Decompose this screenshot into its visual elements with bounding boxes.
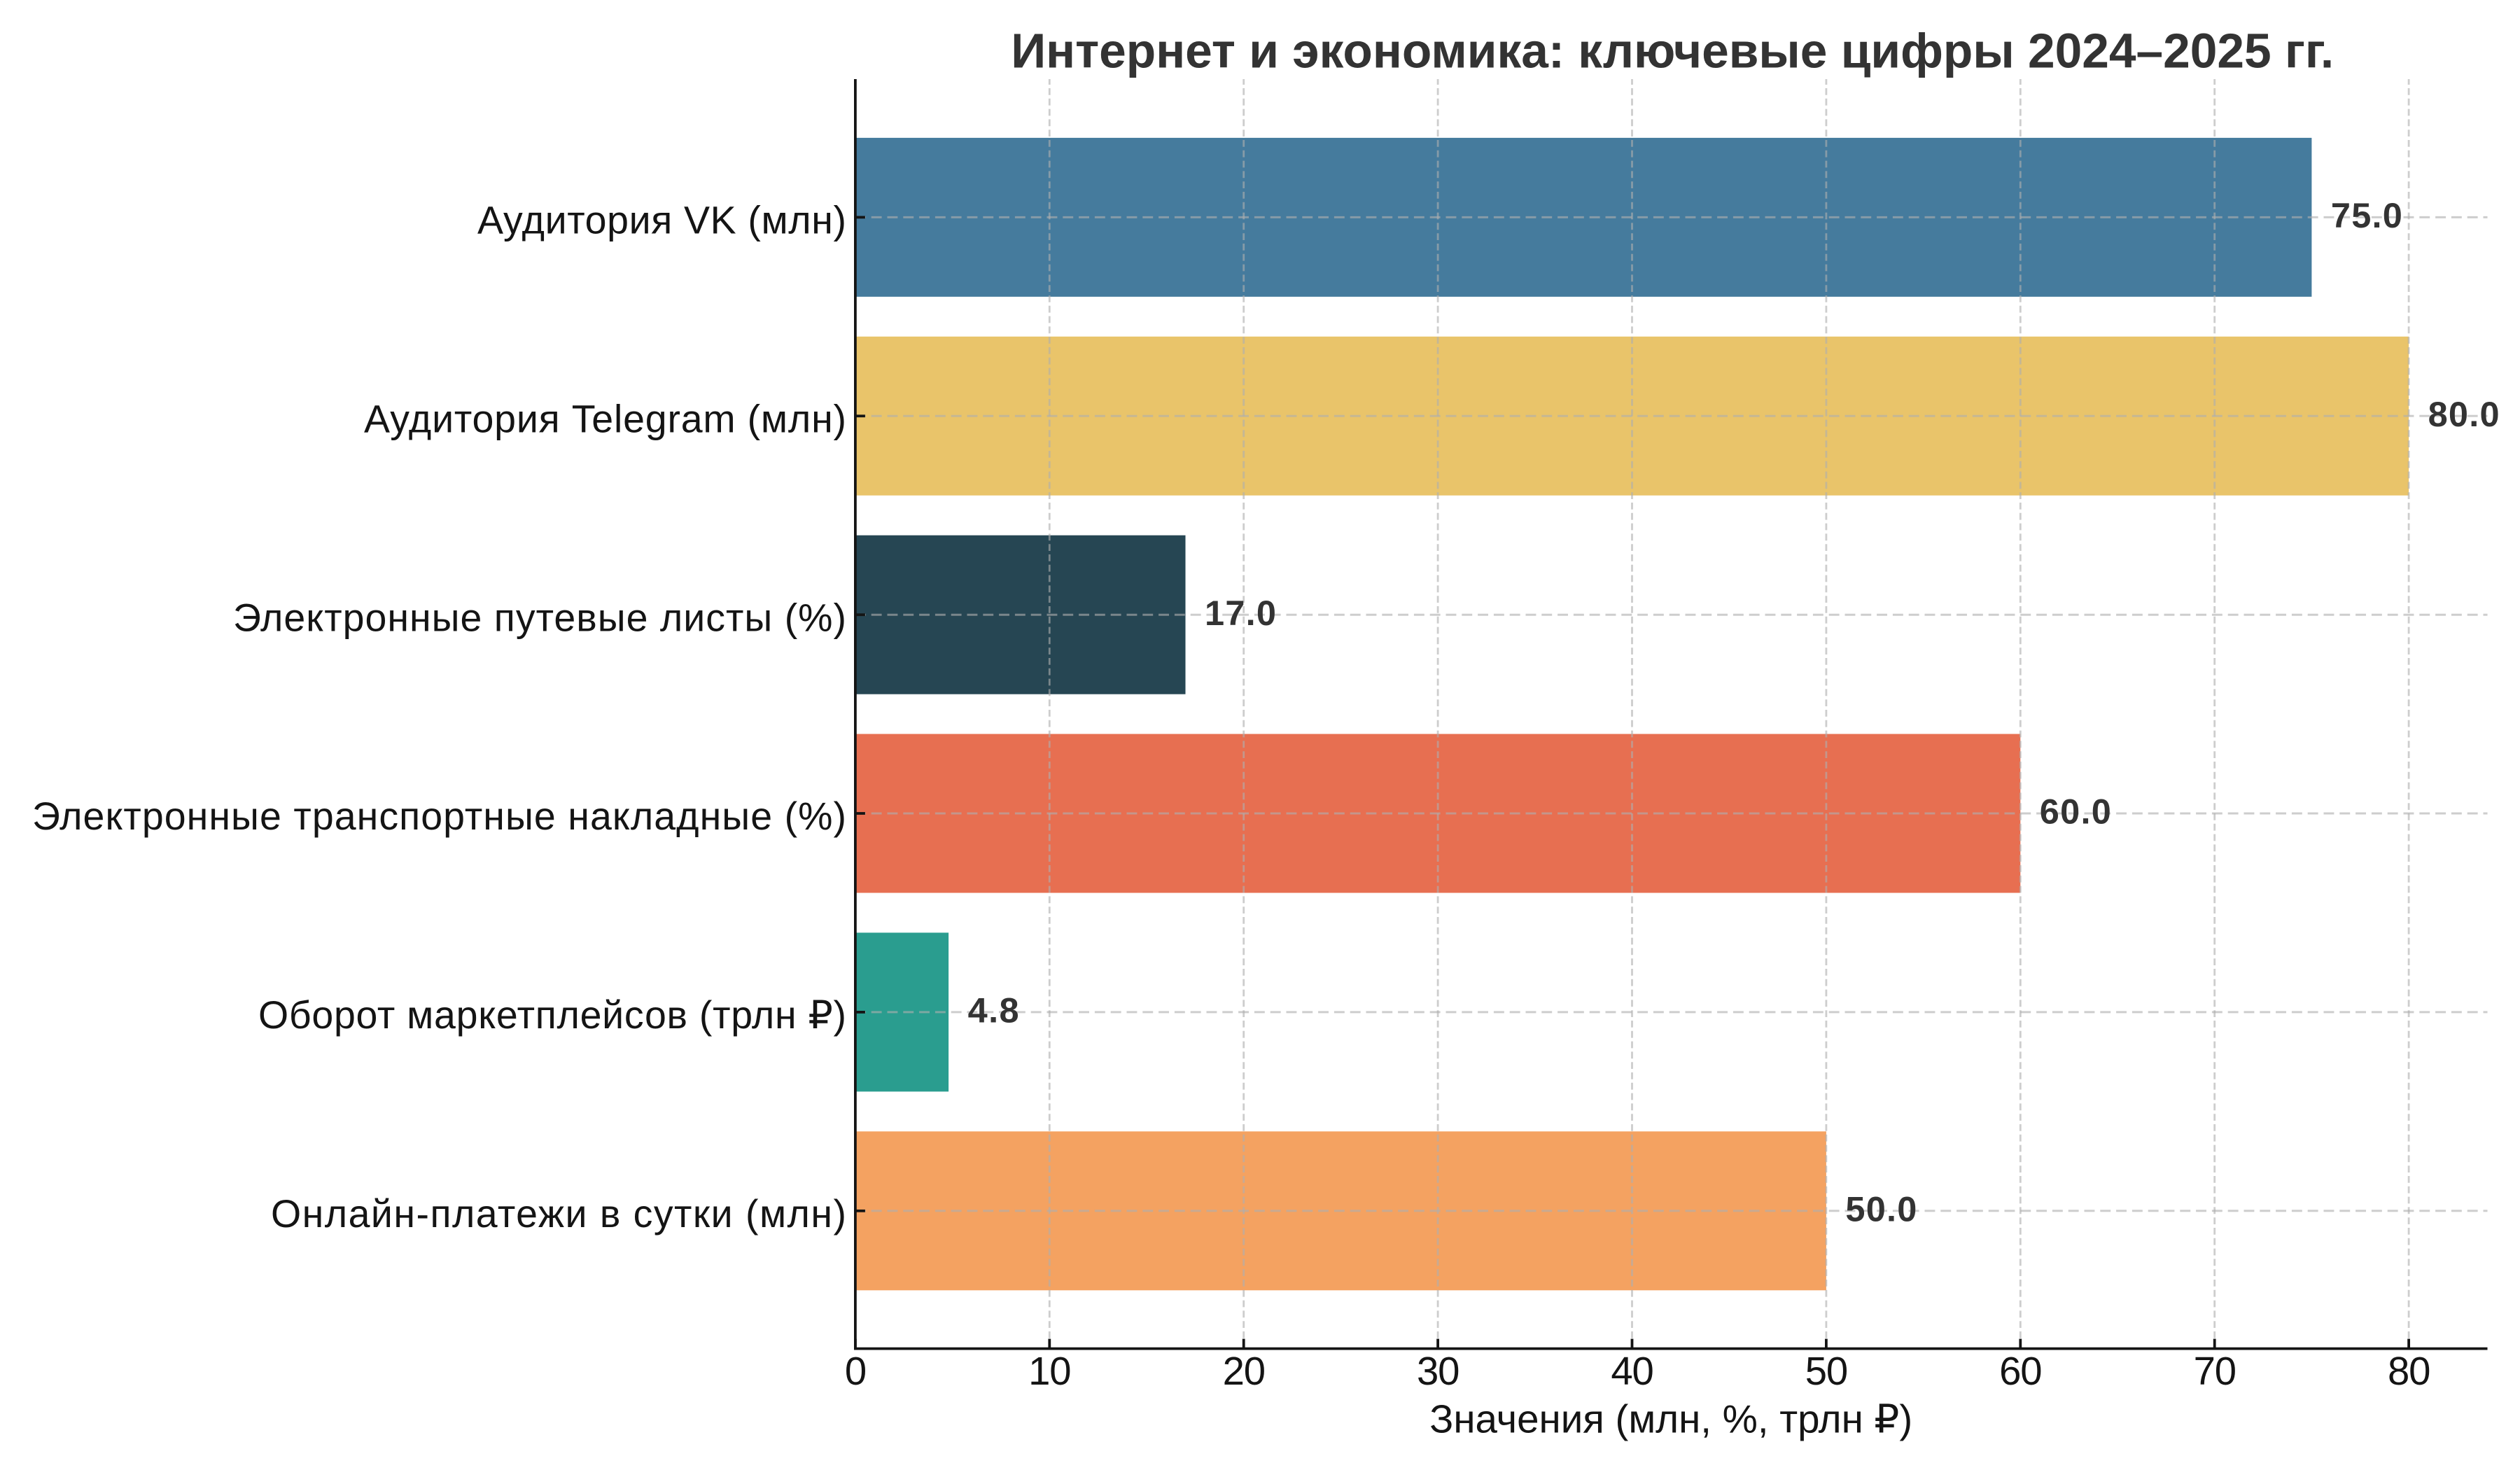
svg-text:Аудитория Telegram (млн): Аудитория Telegram (млн) [364,398,846,441]
svg-text:0: 0 [845,1349,866,1393]
svg-text:Значения (млн, %, трлн ₽): Значения (млн, %, трлн ₽) [1429,1396,1912,1441]
svg-text:50: 50 [1805,1349,1847,1393]
svg-text:75.0: 75.0 [2331,195,2402,235]
svg-text:40: 40 [1611,1349,1653,1393]
svg-text:60: 60 [1999,1349,2041,1393]
svg-text:80: 80 [2388,1349,2430,1393]
svg-text:Онлайн-платежи в сутки (млн): Онлайн-платежи в сутки (млн) [271,1192,846,1236]
svg-text:10: 10 [1028,1349,1070,1393]
svg-text:4.8: 4.8 [968,990,1019,1030]
svg-text:30: 30 [1417,1349,1459,1393]
svg-text:20: 20 [1223,1349,1265,1393]
svg-text:Электронные путевые листы (%): Электронные путевые листы (%) [233,596,846,639]
svg-text:50.0: 50.0 [1845,1189,1917,1228]
svg-text:60.0: 60.0 [2040,792,2111,832]
svg-text:Оборот маркетплейсов (трлн ₽): Оборот маркетплейсов (трлн ₽) [258,993,846,1037]
svg-text:80.0: 80.0 [2428,394,2500,434]
svg-text:Электронные транспортные накла: Электронные транспортные накладные (%) [32,794,846,838]
svg-text:Аудитория VK (млн): Аудитория VK (млн) [477,199,846,242]
svg-text:17.0: 17.0 [1205,593,1276,633]
svg-text:Интернет и экономика: ключевые: Интернет и экономика: ключевые цифры 202… [1011,24,2334,78]
svg-text:70: 70 [2194,1349,2236,1393]
